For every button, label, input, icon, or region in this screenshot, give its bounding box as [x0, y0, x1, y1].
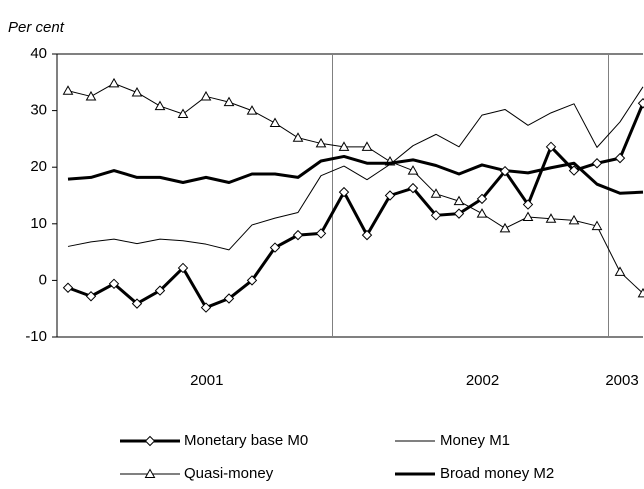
data-point: [269, 117, 281, 128]
data-point: [131, 298, 143, 309]
data-point: [269, 242, 281, 253]
series-line: [67, 86, 644, 251]
data-point: [246, 105, 258, 115]
data-point: [453, 208, 465, 219]
data-point: [545, 213, 557, 223]
data-point: [637, 98, 644, 109]
data-point: [223, 293, 235, 304]
data-point: [62, 85, 74, 95]
data-point: [85, 291, 97, 302]
y-tick-label: 10: [30, 215, 47, 232]
legend-label: Quasi-money: [184, 465, 274, 482]
x-group-label: 2003: [605, 372, 638, 389]
y-tick-label: 40: [30, 45, 47, 62]
data-point: [614, 266, 626, 276]
data-point: [591, 220, 603, 231]
data-point: [499, 165, 511, 177]
series-line: [67, 154, 644, 195]
data-point: [131, 86, 143, 97]
data-point: [292, 229, 304, 241]
x-group-label: 2001: [190, 372, 223, 389]
y-axis-label: Per cent: [8, 19, 65, 36]
data-point: [338, 186, 350, 198]
legend-marker: [144, 468, 156, 478]
data-point: [338, 141, 350, 151]
y-tick-label: -10: [25, 328, 47, 345]
data-point: [430, 210, 442, 221]
data-point: [315, 228, 327, 239]
data-point: [108, 77, 120, 88]
data-point: [292, 132, 304, 142]
y-tick-label: 20: [30, 158, 47, 175]
series-line: [67, 82, 644, 294]
data-point: [407, 182, 419, 194]
legend-label: Monetary base M0: [184, 432, 308, 449]
data-point: [177, 262, 189, 274]
data-point: [108, 278, 120, 290]
data-point: [476, 193, 488, 205]
data-point: [453, 195, 465, 206]
data-point: [407, 165, 419, 175]
data-point: [430, 188, 442, 198]
data-point: [499, 222, 511, 233]
data-point: [591, 158, 603, 169]
data-point: [246, 275, 258, 286]
legend-label: Money M1: [440, 432, 510, 449]
data-point: [361, 141, 373, 151]
data-point: [200, 90, 212, 101]
legend-marker: [144, 435, 156, 447]
y-tick-label: 30: [30, 102, 47, 119]
data-point: [85, 90, 97, 101]
y-tick-label: 0: [39, 271, 47, 288]
data-point: [384, 190, 396, 201]
data-point: [177, 108, 189, 118]
data-point: [154, 285, 166, 296]
data-point: [614, 152, 626, 164]
x-group-label: 2002: [466, 372, 499, 389]
data-point: [154, 100, 166, 111]
data-point: [476, 208, 488, 218]
data-point: [223, 96, 235, 107]
legend-label: Broad money M2: [440, 465, 554, 482]
data-point: [522, 199, 534, 210]
data-point: [522, 211, 534, 222]
series-line: [67, 102, 644, 310]
data-point: [568, 165, 580, 176]
data-point: [568, 214, 580, 225]
data-point: [62, 282, 74, 293]
data-point: [361, 229, 373, 241]
data-point: [200, 302, 212, 313]
data-point: [545, 141, 557, 153]
data-point: [637, 287, 644, 298]
data-point: [315, 137, 327, 148]
